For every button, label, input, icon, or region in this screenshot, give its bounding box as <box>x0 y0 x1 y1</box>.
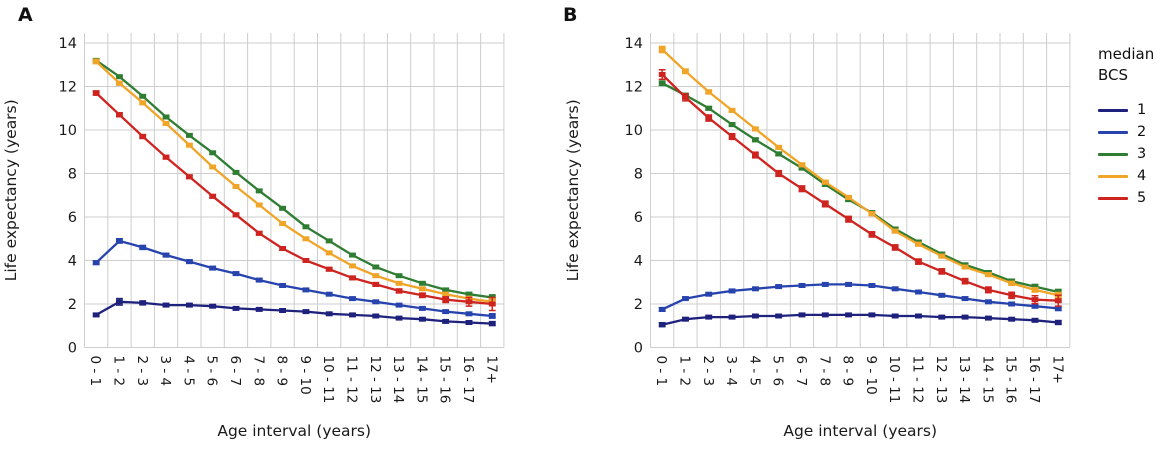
legend-item-label: 4 <box>1137 168 1147 184</box>
svg-text:3 - 4: 3 - 4 <box>157 356 173 387</box>
svg-text:0 - 1: 0 - 1 <box>87 356 103 387</box>
x-axis-title: Age interval (years) <box>783 422 937 440</box>
x-tick-labels: 0 - 1 1 - 2 2 - 3 3 - 4 4 - 5 5 - 6 6 - 7 7 - 8… <box>87 356 499 404</box>
svg-text:2: 2 <box>634 297 643 313</box>
legend-item-label: 3 <box>1137 146 1147 162</box>
svg-text:12 - 13: 12 - 13 <box>933 356 949 404</box>
svg-text:9 - 10: 9 - 10 <box>863 356 879 395</box>
legend-items: 1 2 3 4 5 <box>1098 99 1170 209</box>
svg-text:17+: 17+ <box>483 356 499 385</box>
series-bcs-1 <box>658 312 1062 328</box>
legend-title-line2: BCS <box>1098 66 1129 84</box>
svg-text:4 - 5: 4 - 5 <box>180 356 196 387</box>
svg-text:4: 4 <box>634 254 643 270</box>
gridlines <box>650 33 1071 348</box>
svg-text:15 - 16: 15 - 16 <box>437 356 453 404</box>
svg-text:2 - 3: 2 - 3 <box>700 356 716 387</box>
series-bcs-5 <box>92 90 496 312</box>
svg-text:1 - 2: 1 - 2 <box>111 356 127 387</box>
x-axis-title: Age interval (years) <box>217 422 371 440</box>
svg-text:6 - 7: 6 - 7 <box>227 356 243 387</box>
x-tick-labels: 0 - 1 1 - 2 2 - 3 3 - 4 4 - 5 5 - 6 6 - 7 7 - 8… <box>653 356 1065 404</box>
svg-text:5 - 6: 5 - 6 <box>204 356 220 387</box>
svg-text:7 - 8: 7 - 8 <box>250 356 266 387</box>
panel-a-chart: 0 2 4 6 8 10 12 14 0 - 1 1 - 2 2 - 3 3 - 4 4 - 5 5 - … <box>2 33 505 440</box>
y-tick-labels: 0 2 4 6 8 10 12 14 <box>625 36 643 357</box>
svg-text:10: 10 <box>625 123 643 139</box>
series-bcs-4 <box>92 58 496 306</box>
svg-text:9 - 10: 9 - 10 <box>297 356 313 395</box>
panel-b-chart: 0 2 4 6 8 10 12 14 0 - 1 1 - 2 2 - 3 3 - 4 4 - 5 5 - … <box>564 33 1071 440</box>
series-bcs-5 <box>658 69 1062 307</box>
svg-text:8 - 9: 8 - 9 <box>840 356 856 387</box>
svg-text:14 - 15: 14 - 15 <box>979 356 995 404</box>
legend-item-label: 1 <box>1137 102 1147 118</box>
svg-text:1 - 2: 1 - 2 <box>677 356 693 387</box>
gridlines <box>84 33 505 348</box>
svg-text:2 - 3: 2 - 3 <box>134 356 150 387</box>
svg-text:0: 0 <box>68 341 77 357</box>
y-tick-labels: 0 2 4 6 8 10 12 14 <box>59 36 77 357</box>
svg-text:6: 6 <box>634 210 643 226</box>
legend-line-swatch <box>1098 152 1128 156</box>
panel-a-label: A <box>18 4 33 26</box>
svg-text:14 - 15: 14 - 15 <box>413 356 429 404</box>
svg-text:10 - 11: 10 - 11 <box>886 356 902 404</box>
svg-text:17+: 17+ <box>1049 356 1065 385</box>
panel-b-label: B <box>563 4 578 26</box>
svg-text:6 - 7: 6 - 7 <box>793 356 809 387</box>
svg-text:14: 14 <box>59 36 77 52</box>
svg-text:16 - 17: 16 - 17 <box>1026 356 1042 404</box>
svg-text:14: 14 <box>625 36 643 52</box>
svg-text:7 - 8: 7 - 8 <box>816 356 832 387</box>
svg-text:6: 6 <box>68 210 77 226</box>
legend-item-bcs-5: 5 <box>1098 187 1170 209</box>
legend-item-bcs-4: 4 <box>1098 165 1170 187</box>
legend-title-line1: median <box>1098 45 1155 63</box>
svg-text:4: 4 <box>68 254 77 270</box>
svg-text:11 - 12: 11 - 12 <box>909 356 925 404</box>
svg-text:16 - 17: 16 - 17 <box>460 356 476 404</box>
legend-item-bcs-3: 3 <box>1098 143 1170 165</box>
svg-text:2: 2 <box>68 297 77 313</box>
legend-item-label: 5 <box>1137 190 1147 206</box>
series-bcs-1 <box>92 297 496 327</box>
svg-text:4 - 5: 4 - 5 <box>746 356 762 387</box>
svg-text:8: 8 <box>634 167 643 183</box>
legend-line-swatch <box>1098 174 1128 178</box>
svg-text:13 - 14: 13 - 14 <box>956 356 972 404</box>
series-bcs-2 <box>92 238 496 319</box>
svg-text:13 - 14: 13 - 14 <box>390 356 406 404</box>
legend-line-swatch <box>1098 130 1128 134</box>
svg-text:12: 12 <box>625 80 643 96</box>
svg-text:10 - 11: 10 - 11 <box>320 356 336 404</box>
svg-text:0 - 1: 0 - 1 <box>653 356 669 387</box>
svg-text:10: 10 <box>59 123 77 139</box>
y-axis-title: Life expectancy (years) <box>564 99 582 281</box>
y-axis-title: Life expectancy (years) <box>2 99 20 281</box>
svg-text:12 - 13: 12 - 13 <box>367 356 383 404</box>
svg-text:12: 12 <box>59 80 77 96</box>
svg-text:8 - 9: 8 - 9 <box>274 356 290 387</box>
svg-text:8: 8 <box>68 167 77 183</box>
legend-item-bcs-2: 2 <box>1098 121 1170 143</box>
chart-legend: median BCS 1 2 3 4 5 <box>1098 44 1170 209</box>
legend-line-swatch <box>1098 196 1128 200</box>
svg-text:11 - 12: 11 - 12 <box>343 356 359 404</box>
svg-text:15 - 16: 15 - 16 <box>1003 356 1019 404</box>
legend-item-label: 2 <box>1137 124 1147 140</box>
svg-text:3 - 4: 3 - 4 <box>723 356 739 387</box>
svg-text:5 - 6: 5 - 6 <box>770 356 786 387</box>
legend-line-swatch <box>1098 108 1128 112</box>
svg-text:0: 0 <box>634 341 643 357</box>
legend-item-bcs-1: 1 <box>1098 99 1170 121</box>
